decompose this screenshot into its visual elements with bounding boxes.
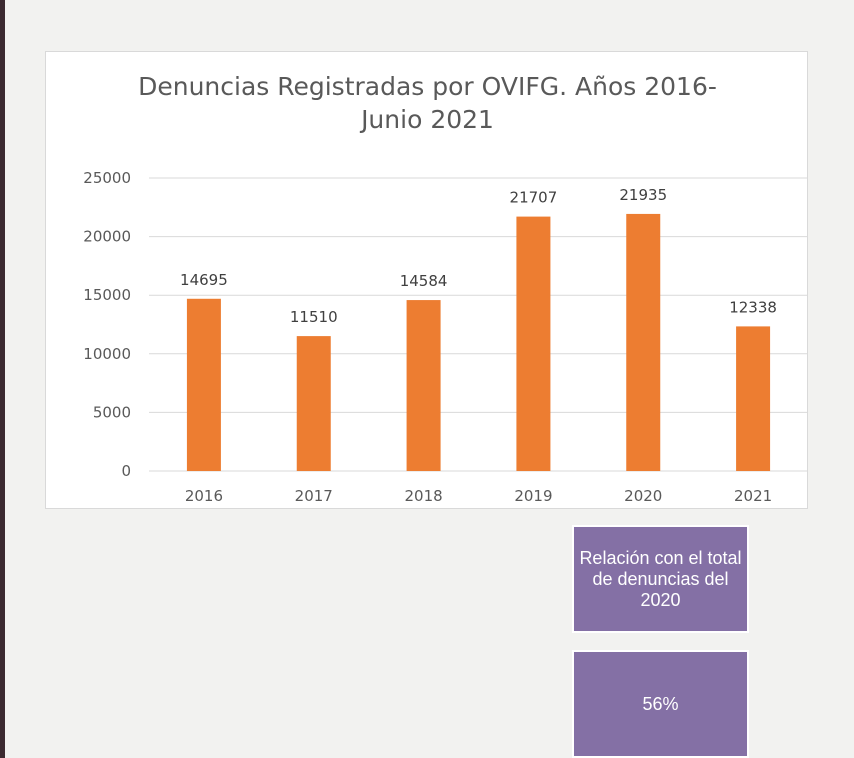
data-label: 11510 — [290, 308, 338, 326]
relation-caption-box: Relación con el total de denuncias del 2… — [572, 525, 749, 633]
x-tick-label: 2019 — [514, 487, 552, 505]
bar — [516, 216, 551, 471]
bar — [626, 213, 661, 471]
chart-title: Denuncias Registradas por OVIFG. Años 20… — [46, 70, 809, 136]
y-tick-label: 25000 — [83, 169, 131, 187]
y-tick-label: 0 — [121, 462, 131, 480]
x-tick-label: 2021 — [734, 487, 772, 505]
chart-card: Denuncias Registradas por OVIFG. Años 20… — [45, 51, 808, 509]
chart-title-line-1: Denuncias Registradas por OVIFG. Años 20… — [138, 72, 717, 101]
x-tick-label: 2016 — [185, 487, 223, 505]
bar-chart: 0 5000 10000 15000 20000 25000 14695 2016 11510 2… — [83, 169, 808, 505]
x-tick-label: 2020 — [624, 487, 662, 505]
y-tick-label: 15000 — [83, 286, 131, 304]
data-label: 14695 — [180, 271, 228, 289]
bar — [736, 326, 771, 471]
y-tick-label: 20000 — [83, 228, 131, 246]
bar — [406, 300, 441, 471]
x-tick-label: 2018 — [404, 487, 442, 505]
bar — [296, 336, 331, 471]
relation-value-box: 56% — [572, 650, 749, 758]
data-label: 21935 — [619, 186, 667, 204]
data-label: 12338 — [729, 298, 777, 316]
y-tick-label: 10000 — [83, 345, 131, 363]
x-tick-label: 2017 — [295, 487, 333, 505]
data-label: 14584 — [400, 272, 448, 290]
left-accent-bar — [0, 0, 5, 758]
relation-value-text: 56% — [642, 693, 679, 714]
data-label: 21707 — [510, 189, 558, 207]
relation-caption-text: Relación con el total de denuncias del 2… — [579, 547, 742, 610]
bar — [186, 298, 221, 471]
chart-title-line-2: Junio 2021 — [361, 105, 494, 134]
y-tick-label: 5000 — [93, 403, 131, 421]
